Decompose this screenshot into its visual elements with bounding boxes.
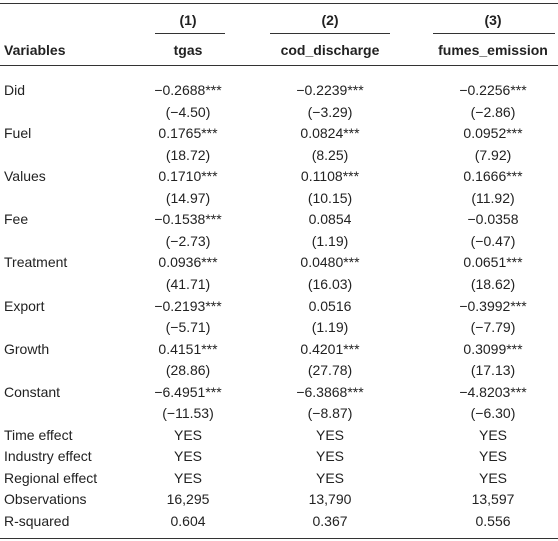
header-rule <box>0 65 558 66</box>
t-statistic: (10.15) <box>307 189 353 206</box>
column-number: (2) <box>321 12 339 28</box>
coefficient: 0.3099*** <box>463 340 523 357</box>
t-statistic: (8.25) <box>311 146 349 163</box>
coefficient: −0.3992*** <box>459 297 527 314</box>
coefficient: 0.0854 <box>308 211 352 228</box>
cell: YES <box>173 448 203 465</box>
cell: YES <box>315 448 345 465</box>
column-number: (1) <box>179 12 197 28</box>
t-statistic: (17.13) <box>470 362 516 379</box>
coefficient: 0.4201*** <box>300 340 360 357</box>
t-statistic: (−4.50) <box>165 103 211 120</box>
t-statistic: (−6.30) <box>470 405 516 422</box>
coefficient: −0.2256*** <box>459 82 527 98</box>
cell: YES <box>315 469 345 486</box>
t-statistic: (−11.53) <box>162 405 214 422</box>
t-statistic: (41.71) <box>165 275 211 292</box>
t-statistic: (28.86) <box>165 362 211 379</box>
bottom-rule <box>0 538 558 539</box>
column-rule <box>433 33 555 34</box>
t-statistic: (−2.73) <box>165 232 211 249</box>
header-label: Variables <box>4 42 66 58</box>
coefficient: 0.0651*** <box>463 254 523 271</box>
column-name: tgas <box>173 42 203 58</box>
coefficient: 0.0936*** <box>158 254 218 271</box>
column-rule <box>155 33 225 34</box>
row-label: Fee <box>4 211 29 228</box>
t-statistic: (27.78) <box>307 362 353 379</box>
coefficient: −0.2193*** <box>154 297 222 314</box>
coefficient: 0.0516 <box>308 297 352 314</box>
cell: 13,790 <box>308 491 352 508</box>
t-statistic: (1.19) <box>311 232 349 249</box>
t-statistic: (1.19) <box>311 319 349 336</box>
cell: 0.556 <box>475 513 511 529</box>
cell: YES <box>173 469 203 486</box>
row-label: Treatment <box>4 254 68 271</box>
t-statistic: (−0.47) <box>470 232 516 249</box>
cell: YES <box>478 426 508 443</box>
t-statistic: (−3.29) <box>307 103 353 120</box>
row-label: Values <box>4 168 46 185</box>
top-rule <box>0 3 558 4</box>
row-label: Fuel <box>4 125 32 142</box>
cell: YES <box>478 448 508 465</box>
coefficient: −0.2239*** <box>296 82 364 98</box>
column-name: cod_discharge <box>280 42 380 58</box>
t-statistic: (11.92) <box>471 189 515 206</box>
cell: 16,295 <box>166 491 210 508</box>
column-name: fumes_emission <box>438 42 548 58</box>
coefficient: 0.1666*** <box>463 168 523 185</box>
row-label: Growth <box>4 340 50 357</box>
row-label: Regional effect <box>4 469 98 486</box>
t-statistic: (16.03) <box>307 275 353 292</box>
t-statistic: (18.72) <box>165 146 211 163</box>
t-statistic: (−2.86) <box>470 103 516 120</box>
t-statistic: (7.92) <box>474 146 512 163</box>
coefficient: 0.0480*** <box>300 254 360 271</box>
cell: 0.367 <box>312 513 348 529</box>
row-label: Constant <box>4 383 61 400</box>
coefficient: −4.8203*** <box>459 383 527 400</box>
coefficient: −0.0358 <box>467 211 519 228</box>
row-label: Observations <box>4 491 87 508</box>
coefficient: 0.0824*** <box>300 125 360 142</box>
coefficient: −6.4951*** <box>154 383 222 400</box>
t-statistic: (18.62) <box>470 275 516 292</box>
row-label: R-squared <box>4 513 70 529</box>
cell: 13,597 <box>471 491 515 508</box>
cell: 0.604 <box>170 513 206 529</box>
cell: YES <box>315 426 345 443</box>
coefficient: −6.3868*** <box>296 383 364 400</box>
column-rule <box>270 33 390 34</box>
coefficient: 0.0952*** <box>463 125 523 142</box>
t-statistic: (−7.79) <box>470 319 516 336</box>
t-statistic: (14.97) <box>165 189 211 206</box>
coefficient: −0.2688*** <box>154 82 222 98</box>
row-label: Time effect <box>4 426 73 443</box>
cell: YES <box>173 426 203 443</box>
coefficient: 0.1108*** <box>300 168 360 185</box>
coefficient: 0.1765*** <box>158 125 218 142</box>
t-statistic: (−5.71) <box>165 319 211 336</box>
cell: YES <box>478 469 508 486</box>
coefficient: 0.4151*** <box>158 340 218 357</box>
row-label: Export <box>4 297 45 314</box>
coefficient: 0.1710*** <box>158 168 218 185</box>
coefficient: −0.1538*** <box>154 211 222 228</box>
column-number: (3) <box>484 12 502 28</box>
t-statistic: (−8.87) <box>307 405 353 422</box>
row-label: Industry effect <box>4 448 92 465</box>
row-label: Did <box>4 82 26 98</box>
